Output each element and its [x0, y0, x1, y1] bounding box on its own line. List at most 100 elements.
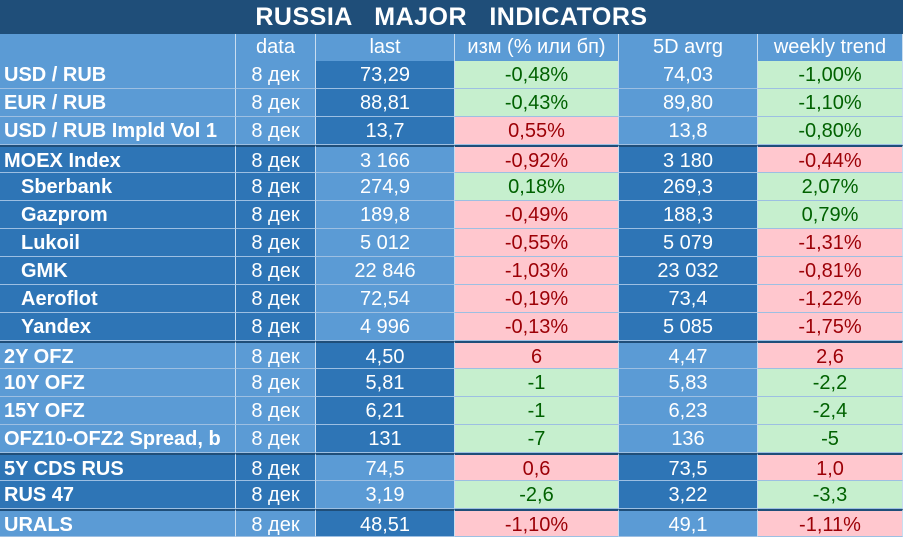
indicator-5d-avg: 23 032 — [619, 257, 758, 285]
indicator-name: OFZ10-OFZ2 Spread, b — [0, 425, 236, 453]
indicator-date: 8 дек — [236, 145, 316, 173]
indicator-last: 13,7 — [316, 117, 455, 145]
indicator-change: -1 — [455, 397, 619, 425]
indicator-change: -1,03% — [455, 257, 619, 285]
indicator-weekly-trend: -1,22% — [758, 285, 903, 313]
indicator-change: -0,43% — [455, 89, 619, 117]
indicator-weekly-trend: -2,4 — [758, 397, 903, 425]
table-row: Lukoil 8 дек 5 012 -0,55% 5 079 -1,31% — [0, 229, 903, 257]
indicator-change: 0,6 — [455, 453, 619, 481]
indicator-date: 8 дек — [236, 257, 316, 285]
indicator-last: 88,81 — [316, 89, 455, 117]
indicator-weekly-trend: -0,80% — [758, 117, 903, 145]
indicator-name: Lukoil — [0, 229, 236, 257]
table-row: MOEX Index 8 дек 3 166 -0,92% 3 180 -0,44% — [0, 145, 903, 173]
indicator-date: 8 дек — [236, 509, 316, 537]
indicator-name: EUR / RUB — [0, 89, 236, 117]
indicator-last: 48,51 — [316, 509, 455, 537]
indicator-last: 3 166 — [316, 145, 455, 173]
table-row: Aeroflot 8 дек 72,54 -0,19% 73,4 -1,22% — [0, 285, 903, 313]
indicator-name: USD / RUB Impld Vol 1 — [0, 117, 236, 145]
indicator-5d-avg: 73,4 — [619, 285, 758, 313]
indicator-weekly-trend: -1,75% — [758, 313, 903, 341]
indicator-change: 6 — [455, 341, 619, 369]
indicator-date: 8 дек — [236, 369, 316, 397]
indicator-name: Aeroflot — [0, 285, 236, 313]
indicator-change: -0,55% — [455, 229, 619, 257]
indicator-change: -0,92% — [455, 145, 619, 173]
indicator-name: URALS — [0, 509, 236, 537]
indicator-name: 10Y OFZ — [0, 369, 236, 397]
indicator-weekly-trend: -1,11% — [758, 509, 903, 537]
indicator-name: RUS 47 — [0, 481, 236, 509]
indicator-last: 6,21 — [316, 397, 455, 425]
indicator-5d-avg: 13,8 — [619, 117, 758, 145]
indicator-change: -0,19% — [455, 285, 619, 313]
indicator-last: 189,8 — [316, 201, 455, 229]
table-row: 5Y CDS RUS 8 дек 74,5 0,6 73,5 1,0 — [0, 453, 903, 481]
header-change: изм (% или бп) — [455, 34, 619, 61]
indicator-date: 8 дек — [236, 117, 316, 145]
indicator-date: 8 дек — [236, 201, 316, 229]
indicator-date: 8 дек — [236, 313, 316, 341]
indicator-change: -1 — [455, 369, 619, 397]
indicator-weekly-trend: -3,3 — [758, 481, 903, 509]
indicator-last: 274,9 — [316, 173, 455, 201]
indicator-5d-avg: 5 085 — [619, 313, 758, 341]
indicator-weekly-trend: -1,00% — [758, 61, 903, 89]
indicator-5d-avg: 136 — [619, 425, 758, 453]
header-date: data — [236, 34, 316, 61]
table-row: USD / RUB 8 дек 73,29 -0,48% 74,03 -1,00% — [0, 61, 903, 89]
indicator-name: Yandex — [0, 313, 236, 341]
indicator-weekly-trend: -1,31% — [758, 229, 903, 257]
indicator-last: 5,81 — [316, 369, 455, 397]
indicator-weekly-trend: -5 — [758, 425, 903, 453]
indicator-date: 8 дек — [236, 229, 316, 257]
table-row: Yandex 8 дек 4 996 -0,13% 5 085 -1,75% — [0, 313, 903, 341]
indicator-last: 5 012 — [316, 229, 455, 257]
indicator-name: Sberbank — [0, 173, 236, 201]
indicator-date: 8 дек — [236, 481, 316, 509]
indicator-5d-avg: 5,83 — [619, 369, 758, 397]
indicator-last: 22 846 — [316, 257, 455, 285]
table-row: URALS 8 дек 48,51 -1,10% 49,1 -1,11% — [0, 509, 903, 537]
header-name — [0, 34, 236, 61]
indicator-weekly-trend: 0,79% — [758, 201, 903, 229]
indicator-date: 8 дек — [236, 425, 316, 453]
indicator-weekly-trend: 2,6 — [758, 341, 903, 369]
indicator-date: 8 дек — [236, 397, 316, 425]
indicator-5d-avg: 4,47 — [619, 341, 758, 369]
indicator-change: -0,49% — [455, 201, 619, 229]
indicator-5d-avg: 188,3 — [619, 201, 758, 229]
indicator-date: 8 дек — [236, 89, 316, 117]
indicator-5d-avg: 3,22 — [619, 481, 758, 509]
indicator-date: 8 дек — [236, 61, 316, 89]
table-row: 10Y OFZ 8 дек 5,81 -1 5,83 -2,2 — [0, 369, 903, 397]
header-weekly: weekly trend — [758, 34, 903, 61]
indicator-weekly-trend: 1,0 — [758, 453, 903, 481]
indicator-change: 0,18% — [455, 173, 619, 201]
indicator-last: 4 996 — [316, 313, 455, 341]
indicator-name: 5Y CDS RUS — [0, 453, 236, 481]
indicator-weekly-trend: -0,81% — [758, 257, 903, 285]
indicator-weekly-trend: -2,2 — [758, 369, 903, 397]
table-row: Sberbank 8 дек 274,9 0,18% 269,3 2,07% — [0, 173, 903, 201]
indicator-date: 8 дек — [236, 285, 316, 313]
sheet-title: RUSSIA MAJOR INDICATORS — [0, 0, 903, 34]
indicator-5d-avg: 73,5 — [619, 453, 758, 481]
indicator-5d-avg: 49,1 — [619, 509, 758, 537]
indicator-5d-avg: 89,80 — [619, 89, 758, 117]
indicator-name: GMK — [0, 257, 236, 285]
indicator-change: -0,13% — [455, 313, 619, 341]
indicator-weekly-trend: 2,07% — [758, 173, 903, 201]
indicator-name: 15Y OFZ — [0, 397, 236, 425]
indicator-last: 131 — [316, 425, 455, 453]
indicator-last: 74,5 — [316, 453, 455, 481]
header-avg: 5D avrg — [619, 34, 758, 61]
indicator-change: -7 — [455, 425, 619, 453]
indicator-date: 8 дек — [236, 341, 316, 369]
indicator-last: 72,54 — [316, 285, 455, 313]
